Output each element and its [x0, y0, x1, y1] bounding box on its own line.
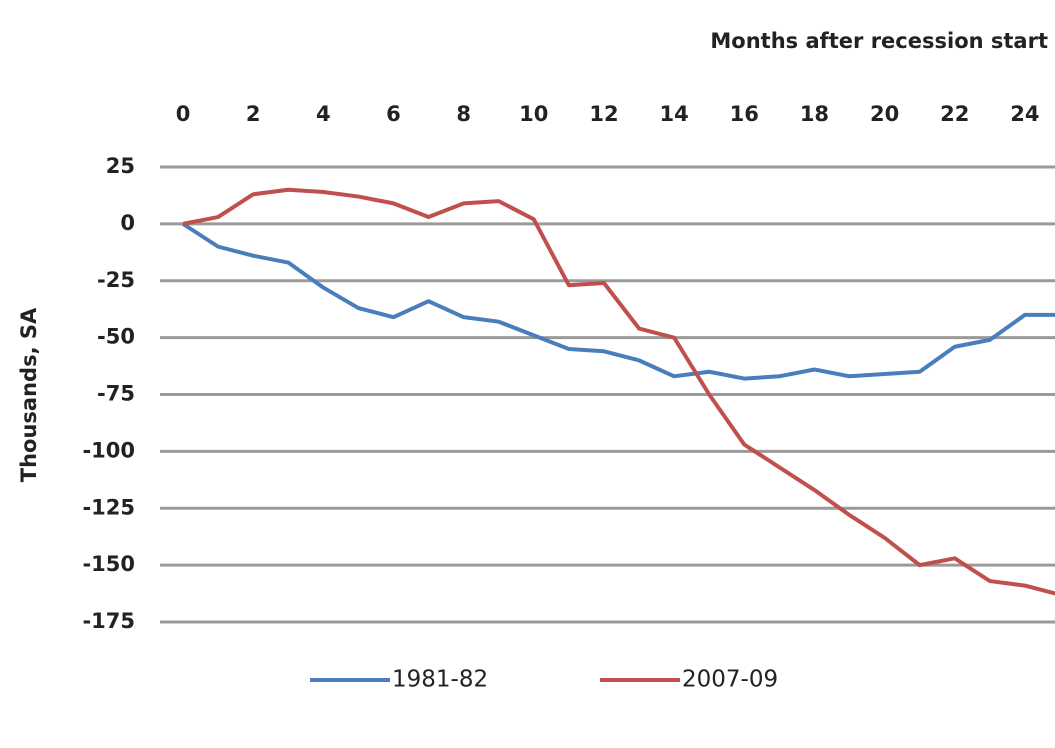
legend-label: 1981-82 [392, 667, 488, 693]
y-tick-label: -50 [97, 325, 135, 349]
y-tick-label: 0 [120, 211, 135, 235]
y-tick-label: -175 [82, 609, 135, 633]
x-tick-label: 18 [800, 102, 829, 126]
x-tick-label: 10 [519, 102, 548, 126]
x-tick-label: 22 [940, 102, 969, 126]
y-tick-label: -75 [97, 382, 135, 406]
series-line [181, 222, 1055, 381]
x-tick-label: 8 [456, 102, 471, 126]
y-tick-label: -150 [82, 552, 135, 576]
chart-title: Months after recession start [710, 29, 1048, 53]
y-axis-label: Thousands, SA [17, 307, 41, 482]
x-tick-label: 2 [246, 102, 261, 126]
x-tick-label: 12 [589, 102, 618, 126]
x-tick-label: 16 [730, 102, 759, 126]
y-tick-label: -100 [82, 438, 135, 462]
y-tick-label: -125 [82, 495, 135, 519]
x-tick-label: 6 [386, 102, 401, 126]
x-tick-label: 0 [176, 102, 191, 126]
y-tick-label: 25 [106, 154, 135, 178]
x-tick-label: 24 [1010, 102, 1039, 126]
x-tick-label: 14 [660, 102, 689, 126]
series-line [182, 187, 1055, 596]
x-tick-label: 20 [870, 102, 899, 126]
legend-label: 2007-09 [682, 667, 778, 693]
x-tick-label: 4 [316, 102, 331, 126]
y-tick-label: -25 [97, 268, 135, 292]
